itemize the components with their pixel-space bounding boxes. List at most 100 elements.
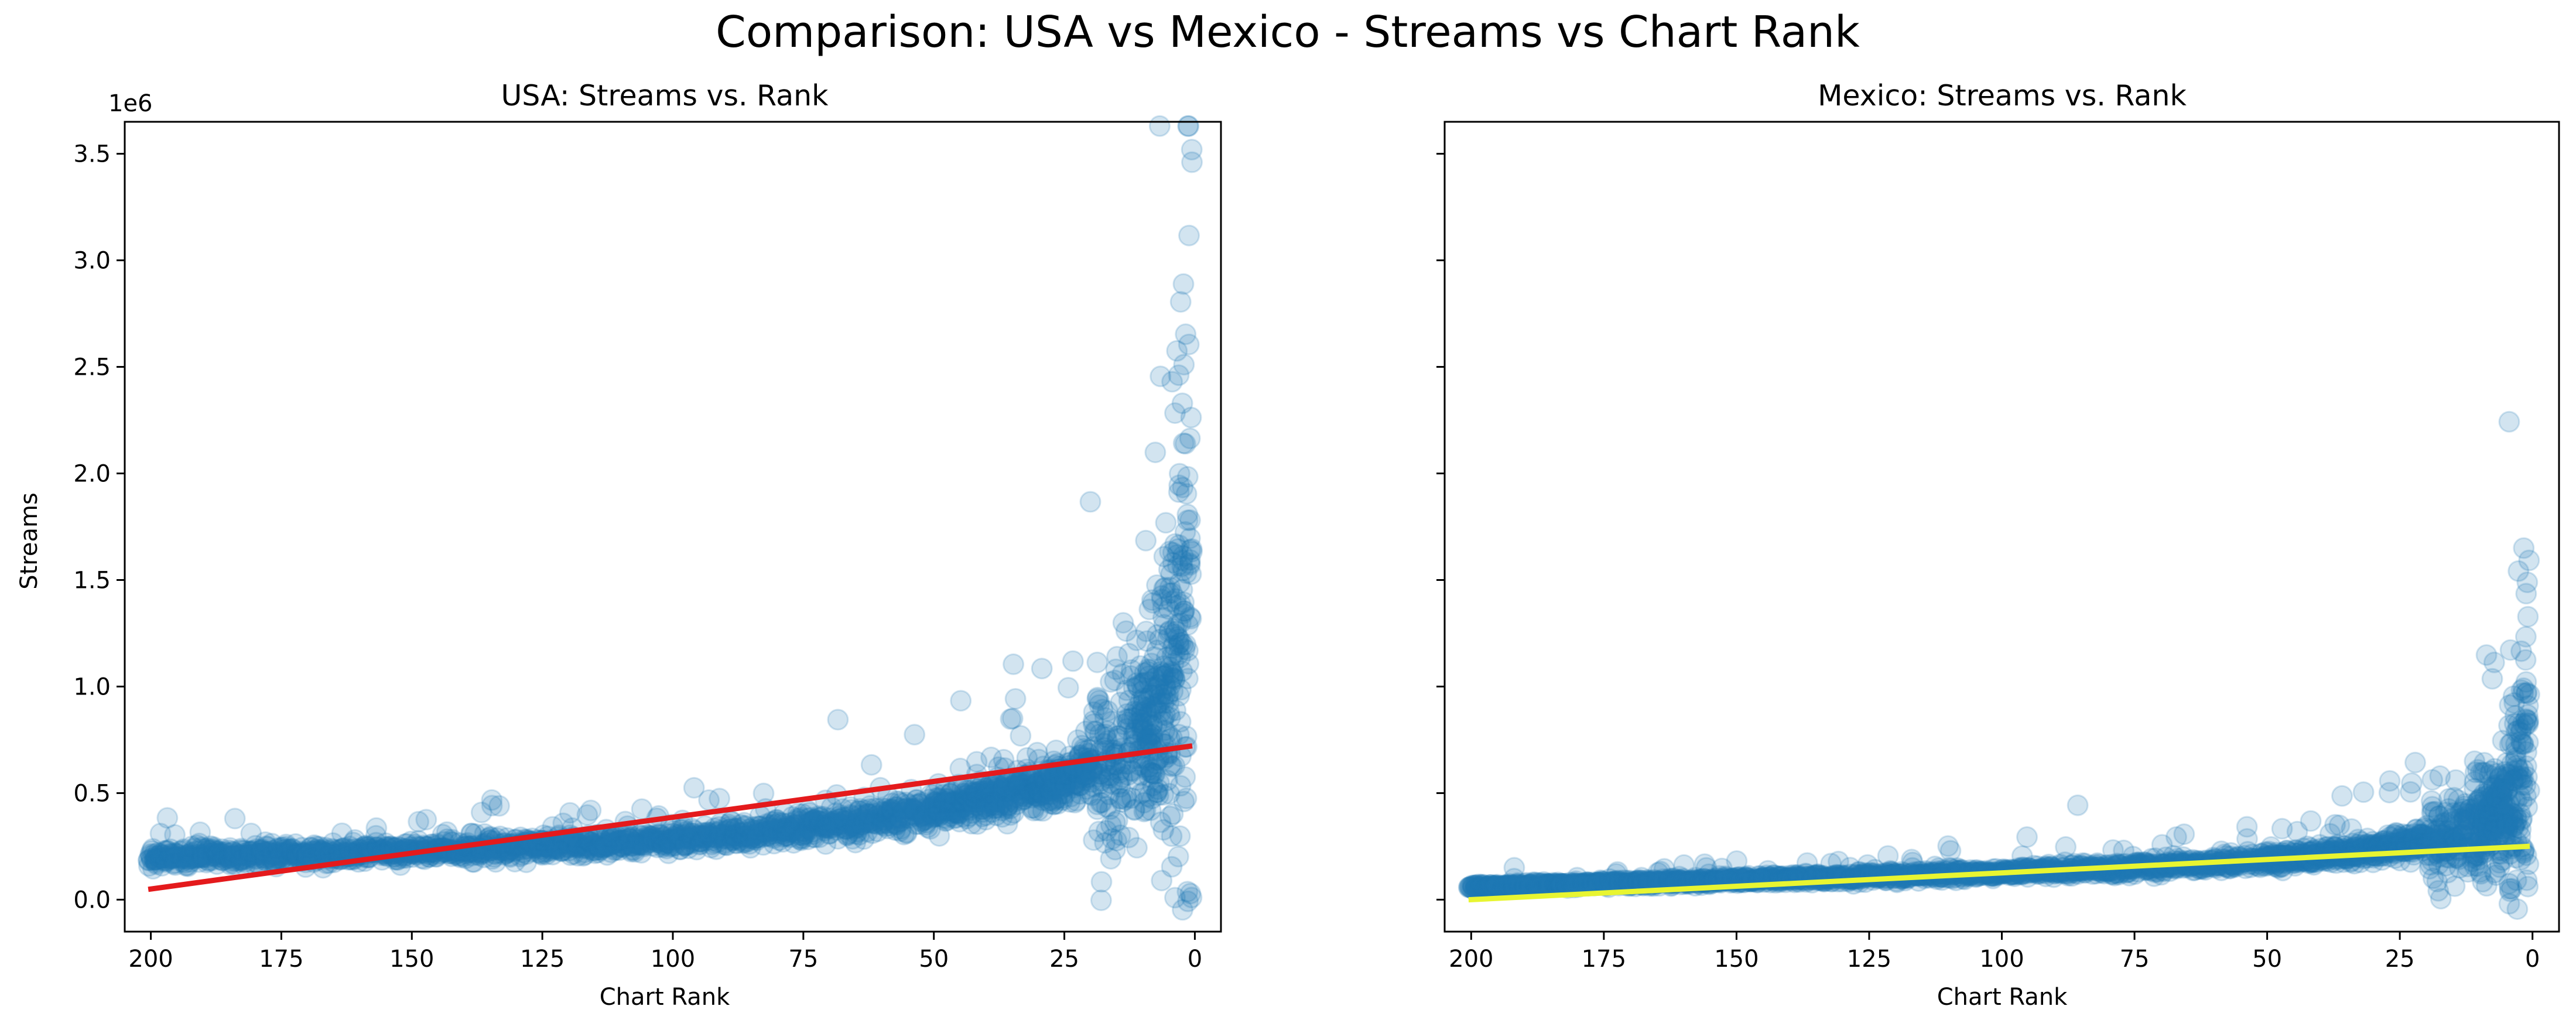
usa-data-point <box>157 848 179 870</box>
mexico-x-tick-label: 50 <box>2252 946 2282 973</box>
usa-data-point <box>275 833 297 856</box>
usa-data-point <box>143 843 166 865</box>
usa-data-point <box>1148 115 1171 137</box>
usa-data-point <box>177 848 200 871</box>
usa-data-point <box>198 839 220 861</box>
usa-data-point <box>206 840 228 862</box>
usa-data-point <box>254 831 276 853</box>
usa-data-point <box>211 838 233 860</box>
usa-data-point <box>259 846 281 868</box>
mexico-scatter-points <box>1458 410 2540 921</box>
usa-data-point <box>238 840 260 863</box>
usa-data-point <box>207 846 229 868</box>
usa-data-point <box>282 843 304 865</box>
usa-data-point <box>1144 442 1166 464</box>
usa-data-point <box>173 838 195 860</box>
usa-data-point <box>169 847 191 869</box>
usa-data-point <box>191 847 214 869</box>
usa-data-point <box>1004 688 1027 710</box>
usa-data-point <box>234 848 256 870</box>
usa-data-point <box>190 845 213 867</box>
usa-y-tick-label: 0.0 <box>73 887 111 913</box>
usa-data-point <box>178 848 200 870</box>
usa-data-point <box>186 834 208 857</box>
usa-data-point <box>270 844 292 867</box>
usa-data-point <box>254 847 276 869</box>
usa-data-point <box>142 858 164 880</box>
usa-x-tick-label: 150 <box>389 946 434 973</box>
usa-data-point <box>1079 491 1101 513</box>
usa-y-axis-label: Streams <box>16 492 43 590</box>
usa-data-point <box>223 853 245 875</box>
usa-data-point <box>221 846 244 867</box>
mexico-subplot: Mexico: Streams vs. Rank Chart Rank 200 1… <box>1436 79 2560 1011</box>
mexico-data-point <box>2352 781 2375 803</box>
mexico-data-point <box>2379 770 2401 792</box>
usa-data-point <box>211 843 234 865</box>
usa-data-point <box>279 839 301 861</box>
usa-data-point <box>238 843 261 865</box>
usa-data-point <box>275 844 297 866</box>
usa-data-point <box>207 843 229 865</box>
usa-data-point <box>1174 766 1196 788</box>
usa-data-point <box>203 839 225 861</box>
usa-data-point <box>286 845 309 867</box>
usa-data-point <box>141 840 163 862</box>
usa-data-point <box>245 842 268 864</box>
usa-data-point <box>223 848 245 870</box>
usa-data-point <box>191 838 214 860</box>
usa-data-point <box>138 855 160 877</box>
usa-data-point <box>187 846 209 868</box>
usa-data-point <box>950 690 972 712</box>
usa-data-point <box>273 841 296 864</box>
usa-data-point <box>238 841 261 863</box>
usa-data-point <box>262 840 284 862</box>
usa-data-point <box>177 856 199 878</box>
usa-data-point <box>1173 354 1195 376</box>
usa-data-point <box>271 837 292 859</box>
usa-data-point <box>153 849 175 871</box>
mexico-data-point <box>2331 785 2353 807</box>
usa-data-point <box>249 844 272 866</box>
usa-data-point <box>201 839 223 861</box>
usa-data-point <box>230 839 252 861</box>
usa-data-point <box>208 848 230 870</box>
mexico-x-tick-label: 75 <box>2120 946 2150 973</box>
usa-data-point <box>276 840 299 863</box>
usa-data-point <box>165 846 186 868</box>
usa-data-point <box>242 846 265 868</box>
usa-data-point <box>234 845 256 867</box>
usa-data-point <box>1010 725 1032 747</box>
usa-data-point <box>196 851 218 874</box>
usa-data-point <box>145 853 167 875</box>
usa-data-point <box>150 843 172 865</box>
usa-x-axis-label: Chart Rank <box>600 984 730 1011</box>
usa-data-point <box>270 842 292 864</box>
mexico-data-point <box>2516 572 2539 593</box>
usa-data-point <box>240 841 261 863</box>
usa-data-point <box>860 754 882 776</box>
mexico-data-point <box>2498 410 2520 433</box>
usa-data-point <box>160 843 183 864</box>
usa-data-point <box>1169 291 1192 313</box>
usa-data-point <box>146 845 168 867</box>
usa-data-point <box>174 851 196 874</box>
usa-data-point <box>1169 825 1191 847</box>
usa-data-point <box>206 843 228 865</box>
usa-data-point <box>179 843 201 865</box>
usa-data-point <box>1172 273 1195 295</box>
usa-x-tick-label: 0 <box>1188 946 1202 973</box>
usa-data-point <box>180 851 202 873</box>
usa-data-point <box>244 848 266 870</box>
usa-data-point <box>293 842 314 864</box>
usa-data-point <box>147 842 169 864</box>
usa-data-point <box>253 841 275 863</box>
usa-data-point <box>161 847 183 869</box>
usa-y-tick-label: 0.5 <box>73 780 111 807</box>
usa-data-point <box>290 840 313 863</box>
usa-data-point <box>164 852 186 874</box>
usa-data-point <box>1179 527 1201 549</box>
usa-data-point <box>171 851 193 872</box>
usa-data-point <box>580 799 602 822</box>
